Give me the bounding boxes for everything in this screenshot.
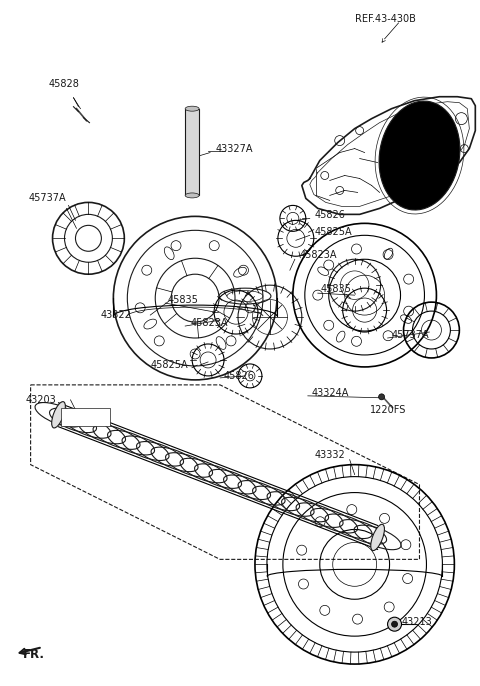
Text: 45823A: 45823A (190, 318, 228, 328)
Text: 43322: 43322 (100, 310, 132, 320)
Ellipse shape (185, 193, 199, 198)
Text: 45826: 45826 (315, 211, 346, 220)
Text: REF.43-430B: REF.43-430B (355, 14, 416, 24)
Text: FR.: FR. (23, 648, 45, 661)
Text: 45835: 45835 (321, 284, 352, 294)
Text: 45826: 45826 (224, 371, 255, 381)
Text: 43213: 43213 (402, 617, 432, 627)
Text: 43327A: 43327A (215, 143, 252, 154)
Bar (60, 407, 110, 426)
Text: 45823A: 45823A (300, 250, 337, 260)
Circle shape (387, 617, 402, 631)
Text: 45737A: 45737A (392, 330, 429, 340)
Text: 45737A: 45737A (29, 193, 66, 204)
Ellipse shape (371, 524, 384, 551)
Text: 43203: 43203 (25, 395, 56, 405)
Text: 45825A: 45825A (150, 360, 188, 370)
Ellipse shape (379, 101, 460, 210)
Text: 45825A: 45825A (315, 227, 352, 237)
Circle shape (379, 394, 384, 400)
Text: 1220FS: 1220FS (370, 405, 406, 415)
Ellipse shape (52, 401, 65, 428)
Bar (185, 108, 199, 196)
Text: 43324A: 43324A (312, 388, 349, 398)
Ellipse shape (185, 106, 199, 111)
Text: 45835: 45835 (167, 295, 198, 305)
Text: 43332: 43332 (315, 450, 346, 460)
Text: 45828: 45828 (48, 79, 79, 88)
Circle shape (392, 622, 397, 627)
